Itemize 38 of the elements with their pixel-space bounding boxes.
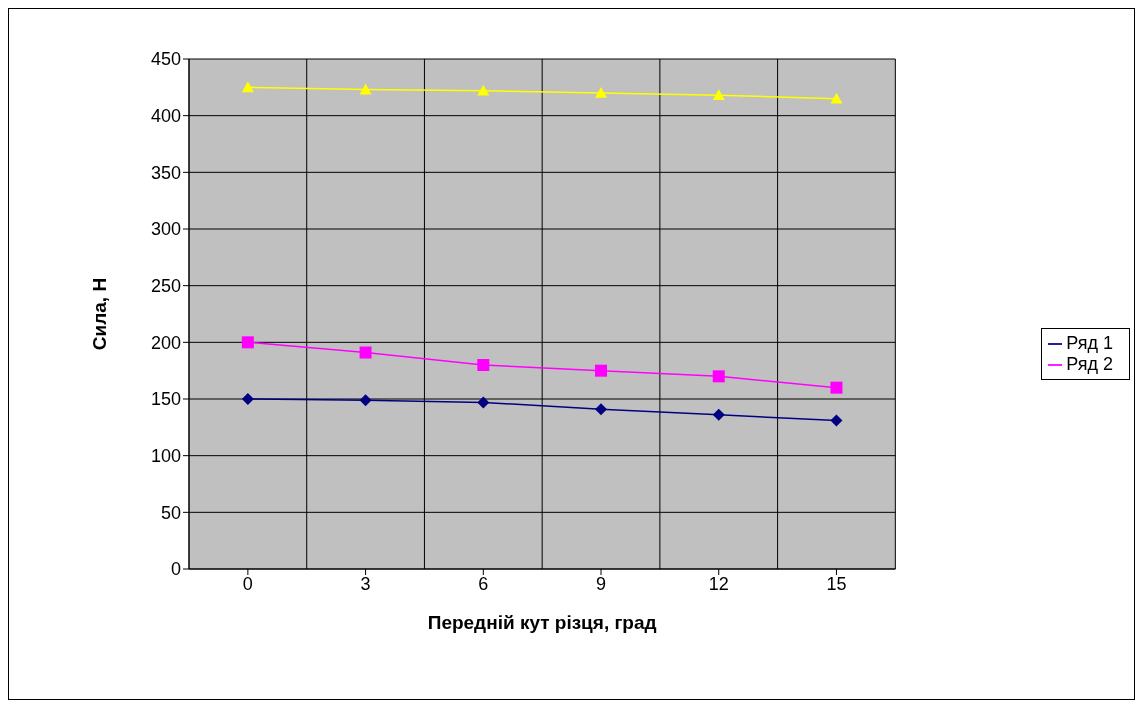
- x-tick-label: 15: [826, 573, 847, 594]
- x-tick-label: 0: [242, 573, 253, 594]
- y-tick-label: 250: [150, 276, 181, 297]
- point: [595, 87, 608, 98]
- x-axis-title: Передній кут різця, град: [427, 612, 657, 633]
- y-tick-label: 200: [150, 332, 181, 353]
- y-tick-label: 300: [150, 219, 181, 240]
- point: [830, 414, 843, 427]
- x-tick-label: 3: [360, 573, 371, 594]
- legend-label: Ряд 2: [1066, 354, 1113, 374]
- legend-label: Ряд 1: [1066, 333, 1113, 353]
- y-tick-label: 350: [150, 162, 181, 183]
- y-tick-label: 0: [170, 559, 181, 580]
- point: [477, 359, 490, 371]
- point: [477, 84, 490, 96]
- point: [712, 408, 725, 421]
- point: [595, 364, 608, 377]
- y-tick-label: 450: [150, 49, 181, 70]
- x-tick-label: 12: [708, 573, 729, 594]
- point: [595, 403, 608, 416]
- y-tick-label: 100: [150, 446, 181, 467]
- point: [359, 346, 372, 359]
- point: [830, 92, 843, 104]
- y-tick-label: 400: [150, 106, 181, 127]
- point: [712, 89, 725, 101]
- point: [830, 381, 843, 394]
- point: [359, 83, 372, 95]
- point: [477, 396, 490, 409]
- point: [241, 81, 254, 93]
- point: [712, 370, 725, 383]
- y-tick-label: 150: [150, 389, 181, 410]
- y-tick-label: 50: [160, 502, 181, 523]
- y-axis-title: Сила, Н: [88, 277, 110, 351]
- point: [359, 394, 372, 407]
- x-tick-label: 9: [596, 573, 607, 594]
- point: [241, 336, 254, 349]
- x-tick-label: 6: [478, 573, 489, 594]
- point: [241, 393, 254, 405]
